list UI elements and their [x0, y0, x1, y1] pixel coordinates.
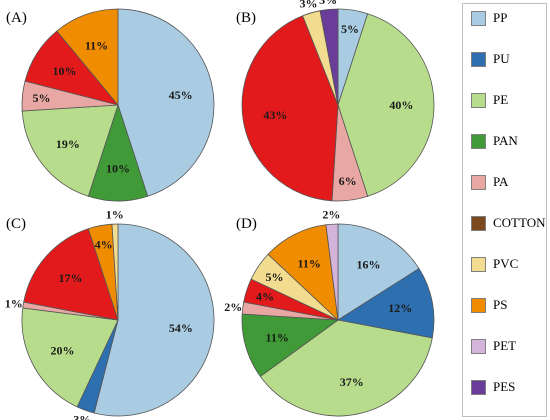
panel-label-d: (D) [236, 216, 257, 232]
pie-d-slice-7 [267, 224, 339, 322]
pie-a-slice-5 [56, 8, 119, 107]
legend-label-ps: PS [493, 297, 508, 312]
legend: PP PU PE PAN PA COTTON PVC PS PET PES [462, 3, 547, 417]
pie-d-slice-8 [325, 223, 339, 321]
pie-d-label-5: 4% [256, 289, 274, 303]
legend-label-pes: PES [493, 379, 516, 394]
pie-d-label-0: 16% [357, 258, 381, 272]
pie-a-label-1: 10% [106, 161, 130, 175]
pie-a-label-5: 11% [85, 38, 108, 52]
pie-c-label-0: 54% [169, 321, 193, 335]
legend-swatch-pe [471, 92, 486, 108]
legend-swatch-pet [471, 338, 486, 354]
legend-item-pet: PET [471, 338, 516, 354]
pie-d-slice-1 [336, 268, 435, 339]
legend-label-pet: PET [493, 338, 517, 353]
panel-label-a: (A) [6, 10, 27, 26]
pie-b-label-4: 3% [300, 0, 318, 11]
legend-label-cotton: COTTON [493, 215, 546, 230]
pie-a-slice-0 [117, 8, 215, 197]
legend-label-pu: PU [493, 51, 510, 66]
legend-swatch-pu [471, 51, 486, 67]
pie-c-slice-6 [111, 223, 119, 321]
legend-swatch-pp [471, 10, 486, 26]
pie-d-label-2: 37% [340, 375, 364, 389]
legend-label-pa: PA [493, 174, 509, 189]
legend-swatch-pvc [471, 256, 486, 272]
pie-a-label-4: 10% [53, 64, 77, 78]
legend-label-pan: PAN [493, 133, 518, 148]
pie-d-slice-0 [337, 223, 420, 321]
pie-d-slice-3 [241, 313, 340, 377]
legend-label-pp: PP [493, 10, 508, 25]
pie-a-label-3: 5% [33, 91, 51, 105]
pie-d-label-3: 11% [266, 331, 289, 345]
pie-c-label-2: 20% [51, 344, 75, 358]
pie-c-slice-0 [93, 223, 215, 417]
legend-item-pa: PA [471, 174, 508, 190]
pie-c-label-5: 4% [95, 238, 113, 252]
pie-b-label-1: 40% [389, 98, 413, 112]
pie-b-label-2: 6% [339, 174, 357, 188]
legend-swatch-cotton [471, 215, 486, 231]
pie-c-label-4: 17% [59, 271, 83, 285]
pie-d-label-6: 5% [266, 270, 284, 284]
panel-label-b: (B) [236, 10, 256, 26]
legend-swatch-ps [471, 297, 486, 313]
legend-item-pp: PP [471, 10, 507, 26]
pie-b-label-5: 3% [319, 0, 337, 7]
pie-b-slice-5 [319, 8, 339, 106]
pie-c-slice-4 [23, 228, 119, 321]
pie-a-label-0: 45% [169, 88, 193, 102]
pie-c-label-6: 1% [106, 208, 124, 222]
pie-d-slice-2 [259, 319, 433, 417]
pie-b-slice-3 [241, 15, 339, 202]
pie-d-label-4: 2% [224, 300, 242, 314]
pie-d-label-7: 11% [298, 257, 321, 271]
legend-swatch-pa [471, 174, 486, 190]
panel-label-c: (C) [6, 216, 26, 232]
legend-item-ps: PS [471, 297, 507, 313]
pie-a-label-2: 19% [56, 137, 80, 151]
pie-d-label-1: 12% [388, 301, 412, 315]
legend-item-pvc: PVC [471, 256, 518, 272]
legend-item-pes: PES [471, 379, 515, 395]
legend-item-pe: PE [471, 92, 508, 108]
pie-a-slice-2 [21, 104, 119, 197]
legend-label-pe: PE [493, 92, 509, 107]
legend-item-pan: PAN [471, 133, 518, 149]
pie-d-label-8: 2% [322, 208, 340, 222]
legend-item-pu: PU [471, 51, 510, 67]
legend-item-cotton: COTTON [471, 215, 545, 231]
pie-b-label-0: 5% [341, 22, 359, 36]
legend-swatch-pan [471, 133, 486, 149]
pie-b-slice-1 [337, 13, 435, 197]
pie-c-slice-2 [21, 307, 119, 408]
legend-label-pvc: PVC [493, 256, 519, 271]
pie-b-label-3: 43% [263, 108, 287, 122]
pie-c-label-3: 1% [5, 297, 23, 311]
legend-swatch-pes [471, 379, 486, 395]
pie-panels: 45%10%19%5%10%11%5%40%6%43%3%3%54%3%20%1… [5, 0, 435, 420]
pie-c-label-1: 3% [73, 412, 91, 420]
